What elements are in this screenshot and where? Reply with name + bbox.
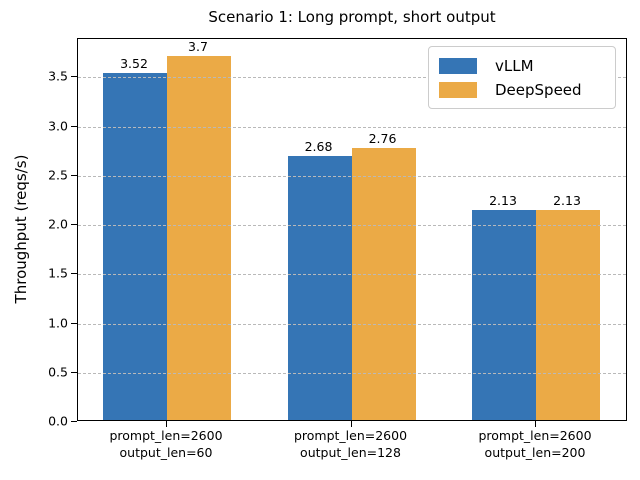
- x-tick-mark: [166, 421, 167, 427]
- y-tick-label: 2.0: [48, 216, 68, 232]
- y-tick-label: 2.5: [48, 167, 68, 183]
- y-tick-label: 0.0: [48, 413, 68, 429]
- legend-label-deepspeed: DeepSpeed: [495, 80, 582, 99]
- gridline: [78, 126, 626, 128]
- bar-deepspeed-group3: [536, 210, 600, 420]
- gridline: [78, 175, 626, 177]
- gridline: [78, 225, 626, 227]
- x-tick-label-group1: prompt_len=2600 output_len=60: [71, 427, 261, 461]
- bar-value-label: 3.7: [188, 38, 208, 54]
- x-tick-label-group2: prompt_len=2600 output_len=128: [256, 427, 446, 461]
- bar-value-label: 2.76: [368, 131, 397, 147]
- y-tick-mark: [71, 322, 77, 324]
- gridline: [78, 274, 626, 276]
- y-tick-mark: [71, 273, 77, 275]
- bar-deepspeed-group2: [351, 148, 416, 420]
- y-tick-mark: [71, 421, 77, 422]
- legend-item-deepspeed: DeepSpeed: [439, 81, 605, 99]
- y-tick-mark: [71, 76, 77, 78]
- bar-vllm-group2: [287, 156, 352, 420]
- x-tick-label-line: prompt_len=2600: [293, 428, 408, 443]
- x-tick-label-line: prompt_len=2600: [478, 428, 592, 443]
- x-tick-label-line: output_len=60: [119, 445, 213, 460]
- bar-value-label: 2.13: [489, 193, 517, 209]
- bar-vllm-group1: [103, 73, 167, 420]
- gridline: [78, 323, 626, 325]
- y-tick-label: 1.0: [48, 315, 68, 331]
- x-tick-label-line: output_len=200: [484, 445, 586, 460]
- x-tick-label-line: output_len=128: [300, 445, 401, 460]
- y-tick-label: 0.5: [48, 364, 68, 380]
- gridline: [78, 77, 626, 79]
- legend-item-vllm: vLLM: [439, 57, 605, 75]
- bar-value-label: 2.13: [553, 193, 581, 209]
- y-tick-label: 3.0: [48, 118, 68, 134]
- bar-value-label: 2.68: [304, 139, 333, 155]
- gridline: [78, 372, 626, 374]
- y-tick-label: 3.5: [48, 68, 68, 84]
- legend: vLLM DeepSpeed: [428, 46, 616, 109]
- x-tick-mark: [535, 421, 536, 427]
- chart-title: Scenario 1: Long prompt, short output: [208, 8, 496, 26]
- x-tick-label-group3: prompt_len=2600 output_len=200: [440, 427, 630, 461]
- y-tick-mark: [71, 371, 77, 373]
- y-tick-mark: [71, 224, 77, 226]
- bar-value-label: 3.52: [120, 56, 148, 72]
- vllm-color-swatch: [439, 57, 477, 74]
- bar-vllm-group3: [472, 210, 536, 420]
- bar-deepspeed-group1: [167, 55, 231, 420]
- legend-label-vllm: vLLM: [495, 56, 534, 75]
- deepspeed-color-swatch: [439, 81, 477, 98]
- y-tick-mark: [71, 174, 77, 176]
- x-tick-mark: [350, 421, 352, 427]
- y-tick-mark: [71, 125, 77, 127]
- y-tick-label: 1.5: [48, 265, 68, 281]
- x-tick-label-line: prompt_len=2600: [109, 428, 223, 443]
